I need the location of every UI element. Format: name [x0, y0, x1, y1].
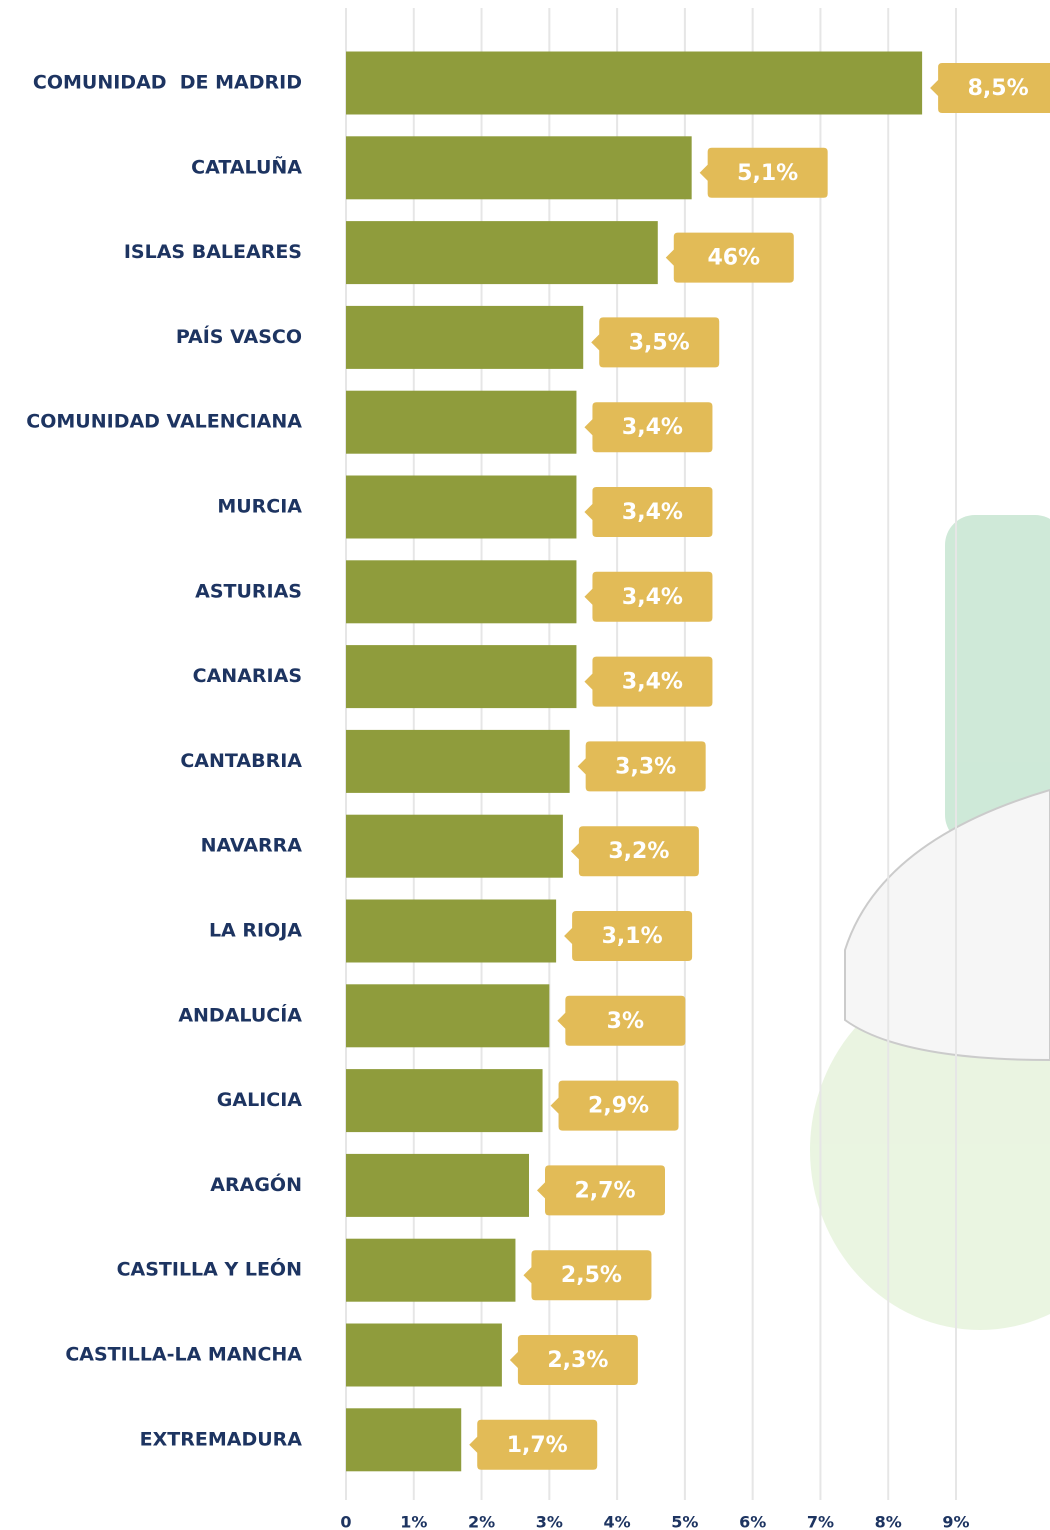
background-illustration	[810, 515, 1050, 1330]
value-label: 3,2%	[608, 839, 669, 864]
value-label: 5,1%	[737, 161, 798, 186]
value-label-box	[584, 402, 713, 453]
category-label: EXTREMADURA	[140, 1428, 303, 1450]
value-label: 3,4%	[622, 415, 683, 440]
x-tick-label: 7%	[807, 1513, 834, 1530]
category-label: LA RIOJA	[209, 920, 302, 942]
category-label: COMUNIDAD DE MADRID	[33, 72, 302, 94]
category-label: ISLAS BALEARES	[124, 241, 302, 263]
car-shape	[844, 788, 1050, 1062]
bar	[346, 51, 923, 115]
value-label: 1,7%	[507, 1433, 568, 1458]
value-label: 3,5%	[629, 330, 690, 355]
category-label: GALICIA	[217, 1089, 302, 1111]
value-label-box	[564, 911, 693, 961]
bar	[346, 1238, 516, 1302]
category-label: ARAGÓN	[210, 1172, 302, 1196]
value-label: 46%	[707, 246, 760, 271]
bar	[346, 984, 550, 1048]
x-tick-label: 0	[340, 1513, 351, 1530]
x-tick-label: 5%	[671, 1513, 698, 1530]
value-label-box	[584, 487, 713, 537]
bar	[346, 729, 570, 793]
bar	[346, 1408, 462, 1472]
bar	[346, 814, 563, 878]
value-label: 3,3%	[615, 754, 676, 779]
value-label-box	[591, 317, 720, 368]
bar	[346, 1069, 543, 1133]
value-label: 3%	[607, 1009, 644, 1034]
category-label: NAVARRA	[201, 835, 303, 857]
value-label-box	[469, 1419, 598, 1470]
value-label-box	[665, 232, 794, 283]
bar	[346, 1323, 502, 1387]
x-tick-label: 1%	[400, 1513, 427, 1530]
bar	[346, 560, 577, 624]
x-tick-label: 9%	[942, 1513, 969, 1530]
value-label-box	[557, 995, 686, 1046]
category-label: MURCIA	[217, 496, 302, 518]
value-label: 8,5%	[968, 76, 1029, 101]
x-tick-label: 6%	[739, 1513, 766, 1530]
category-label: COMUNIDAD VALENCIANA	[26, 411, 302, 433]
category-label: PAÍS VASCO	[176, 325, 302, 348]
category-label: CANARIAS	[193, 665, 302, 687]
value-label: 2,3%	[547, 1348, 608, 1373]
bar	[346, 899, 557, 963]
category-label: CATALUÑA	[191, 154, 302, 178]
value-label-box	[523, 1250, 652, 1301]
value-label-box	[584, 571, 713, 622]
x-tick-label: 8%	[875, 1513, 902, 1530]
bar	[346, 390, 577, 454]
bar	[346, 305, 584, 369]
charger-shape	[945, 515, 1050, 845]
category-label: ANDALUCÍA	[178, 1003, 302, 1026]
value-label-box	[577, 741, 706, 792]
value-label-box	[537, 1165, 665, 1216]
category-label: ASTURIAS	[195, 580, 302, 602]
value-label: 2,9%	[588, 1094, 649, 1119]
x-tick-label: 2%	[468, 1513, 495, 1530]
bar	[346, 136, 692, 200]
value-label-box	[930, 63, 1050, 113]
bar	[346, 475, 577, 539]
watercolor-blob	[810, 970, 1050, 1330]
value-label-box	[570, 826, 699, 877]
category-label: CANTABRIA	[180, 750, 302, 772]
value-label: 3,4%	[622, 585, 683, 610]
value-label: 2,5%	[561, 1263, 622, 1288]
bar	[346, 1153, 529, 1217]
bar	[346, 221, 658, 285]
value-label-box	[699, 147, 828, 198]
x-tick-label: 4%	[604, 1513, 631, 1530]
x-tick-label: 3%	[536, 1513, 563, 1530]
category-label: CASTILLA-LA MANCHA	[65, 1344, 302, 1366]
value-label: 3,4%	[622, 670, 683, 695]
value-label-box	[584, 656, 713, 707]
value-label: 2,7%	[574, 1178, 635, 1203]
value-label: 3,1%	[602, 924, 663, 949]
value-label-box	[509, 1335, 638, 1385]
value-label: 3,4%	[622, 500, 683, 525]
plot: 0 1% 2% 3% 4% 5% 6% 7% 8% 9% COMUNIDAD DE MADRID 8,…	[26, 51, 1050, 1530]
value-label-box	[550, 1080, 679, 1131]
bar	[346, 645, 577, 709]
category-label: CASTILLA Y LEÓN	[117, 1257, 302, 1281]
